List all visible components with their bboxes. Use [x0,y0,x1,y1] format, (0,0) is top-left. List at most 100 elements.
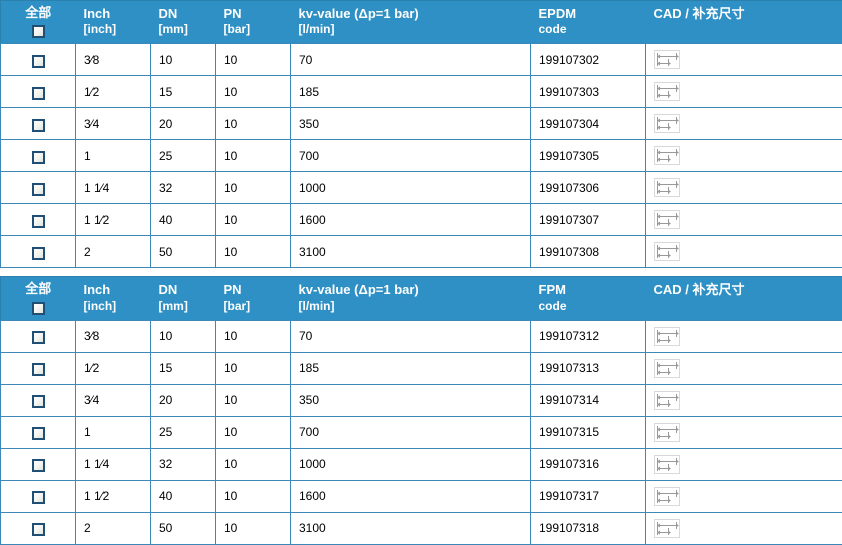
row-checkbox[interactable] [32,395,45,408]
header-kv-value: kv-value (Δp=1 bar) [l/min] [291,1,531,44]
cell-pn: 10 [216,172,291,204]
cad-dimension-icon[interactable] [654,82,680,101]
row-checkbox[interactable] [32,151,45,164]
row-select-cell [1,204,76,236]
cad-dimension-icon[interactable] [654,487,680,506]
cell-inch: 3⁄4 [76,384,151,416]
cell-dn: 50 [151,236,216,268]
cell-inch: 1 [76,140,151,172]
cell-code: 199107308 [531,236,646,268]
row-checkbox[interactable] [32,331,45,344]
cell-dn: 25 [151,416,216,448]
cell-cad [646,512,842,544]
header-code-sub: code [539,299,646,315]
cad-dimension-icon[interactable] [654,391,680,410]
cad-dimension-icon[interactable] [654,146,680,165]
header-dn-title: DN [159,282,178,297]
cad-dimension-icon[interactable] [654,423,680,442]
cell-cad [646,480,842,512]
table-header: 全部 Inch [inch] DN [mm] PN [bar] kv-value… [1,1,842,44]
cad-dimension-icon[interactable] [654,178,680,197]
header-row: 全部 Inch [inch] DN [mm] PN [bar] kv-value… [1,1,842,44]
row-checkbox[interactable] [32,491,45,504]
cell-pn: 10 [216,480,291,512]
row-select-cell [1,76,76,108]
header-kv-title: kv-value (Δp=1 bar) [299,282,419,297]
cell-dn: 32 [151,172,216,204]
select-all-checkbox[interactable] [32,25,45,38]
row-select-cell [1,512,76,544]
cell-dn: 40 [151,204,216,236]
cell-dn: 25 [151,140,216,172]
row-select-cell [1,172,76,204]
cell-inch: 1 1⁄4 [76,172,151,204]
select-all-checkbox[interactable] [32,302,45,315]
header-inch-unit: [inch] [84,299,151,315]
cell-inch: 1 1⁄2 [76,480,151,512]
header-kv-unit: [l/min] [299,22,531,38]
cell-inch: 3⁄8 [76,320,151,352]
cell-cad [646,44,842,76]
cad-dimension-icon[interactable] [654,114,680,133]
row-checkbox[interactable] [32,215,45,228]
cell-dn: 50 [151,512,216,544]
row-checkbox[interactable] [32,427,45,440]
cell-kv-value: 3100 [291,236,531,268]
header-dn: DN [mm] [151,277,216,320]
header-dn-unit: [mm] [159,22,216,38]
cell-inch: 1⁄2 [76,352,151,384]
row-checkbox[interactable] [32,523,45,536]
cad-dimension-icon[interactable] [654,519,680,538]
cell-inch: 2 [76,512,151,544]
cell-cad [646,204,842,236]
row-checkbox[interactable] [32,363,45,376]
cell-kv-value: 1600 [291,204,531,236]
cell-inch: 1 [76,416,151,448]
cad-dimension-icon[interactable] [654,455,680,474]
header-inch-title: Inch [84,6,111,21]
cell-inch: 3⁄4 [76,108,151,140]
cell-kv-value: 185 [291,76,531,108]
row-select-cell [1,448,76,480]
cell-pn: 10 [216,44,291,76]
cell-code: 199107303 [531,76,646,108]
row-checkbox[interactable] [32,119,45,132]
cell-pn: 10 [216,236,291,268]
row-select-cell [1,236,76,268]
row-select-cell [1,44,76,76]
row-checkbox[interactable] [32,459,45,472]
header-dn: DN [mm] [151,1,216,44]
cad-dimension-icon[interactable] [654,242,680,261]
header-inch: Inch [inch] [76,277,151,320]
cell-code: 199107307 [531,204,646,236]
cad-dimension-icon[interactable] [654,327,680,346]
cell-code: 199107318 [531,512,646,544]
cell-kv-value: 700 [291,416,531,448]
cell-cad [646,108,842,140]
cad-dimension-icon[interactable] [654,359,680,378]
row-checkbox[interactable] [32,247,45,260]
header-pn-title: PN [224,282,242,297]
cad-dimension-icon[interactable] [654,210,680,229]
cad-dimension-icon[interactable] [654,50,680,69]
row-select-cell [1,384,76,416]
cell-pn: 10 [216,416,291,448]
cell-inch: 1 1⁄2 [76,204,151,236]
row-checkbox[interactable] [32,55,45,68]
cell-pn: 10 [216,512,291,544]
cell-code: 199107317 [531,480,646,512]
header-code-sub: code [539,22,646,38]
header-cad: CAD / 补充尺寸 [646,277,842,320]
header-cad-title: CAD / 补充尺寸 [654,6,745,21]
cell-cad [646,140,842,172]
cell-pn: 10 [216,204,291,236]
row-checkbox[interactable] [32,183,45,196]
header-inch-title: Inch [84,282,111,297]
row-checkbox[interactable] [32,87,45,100]
